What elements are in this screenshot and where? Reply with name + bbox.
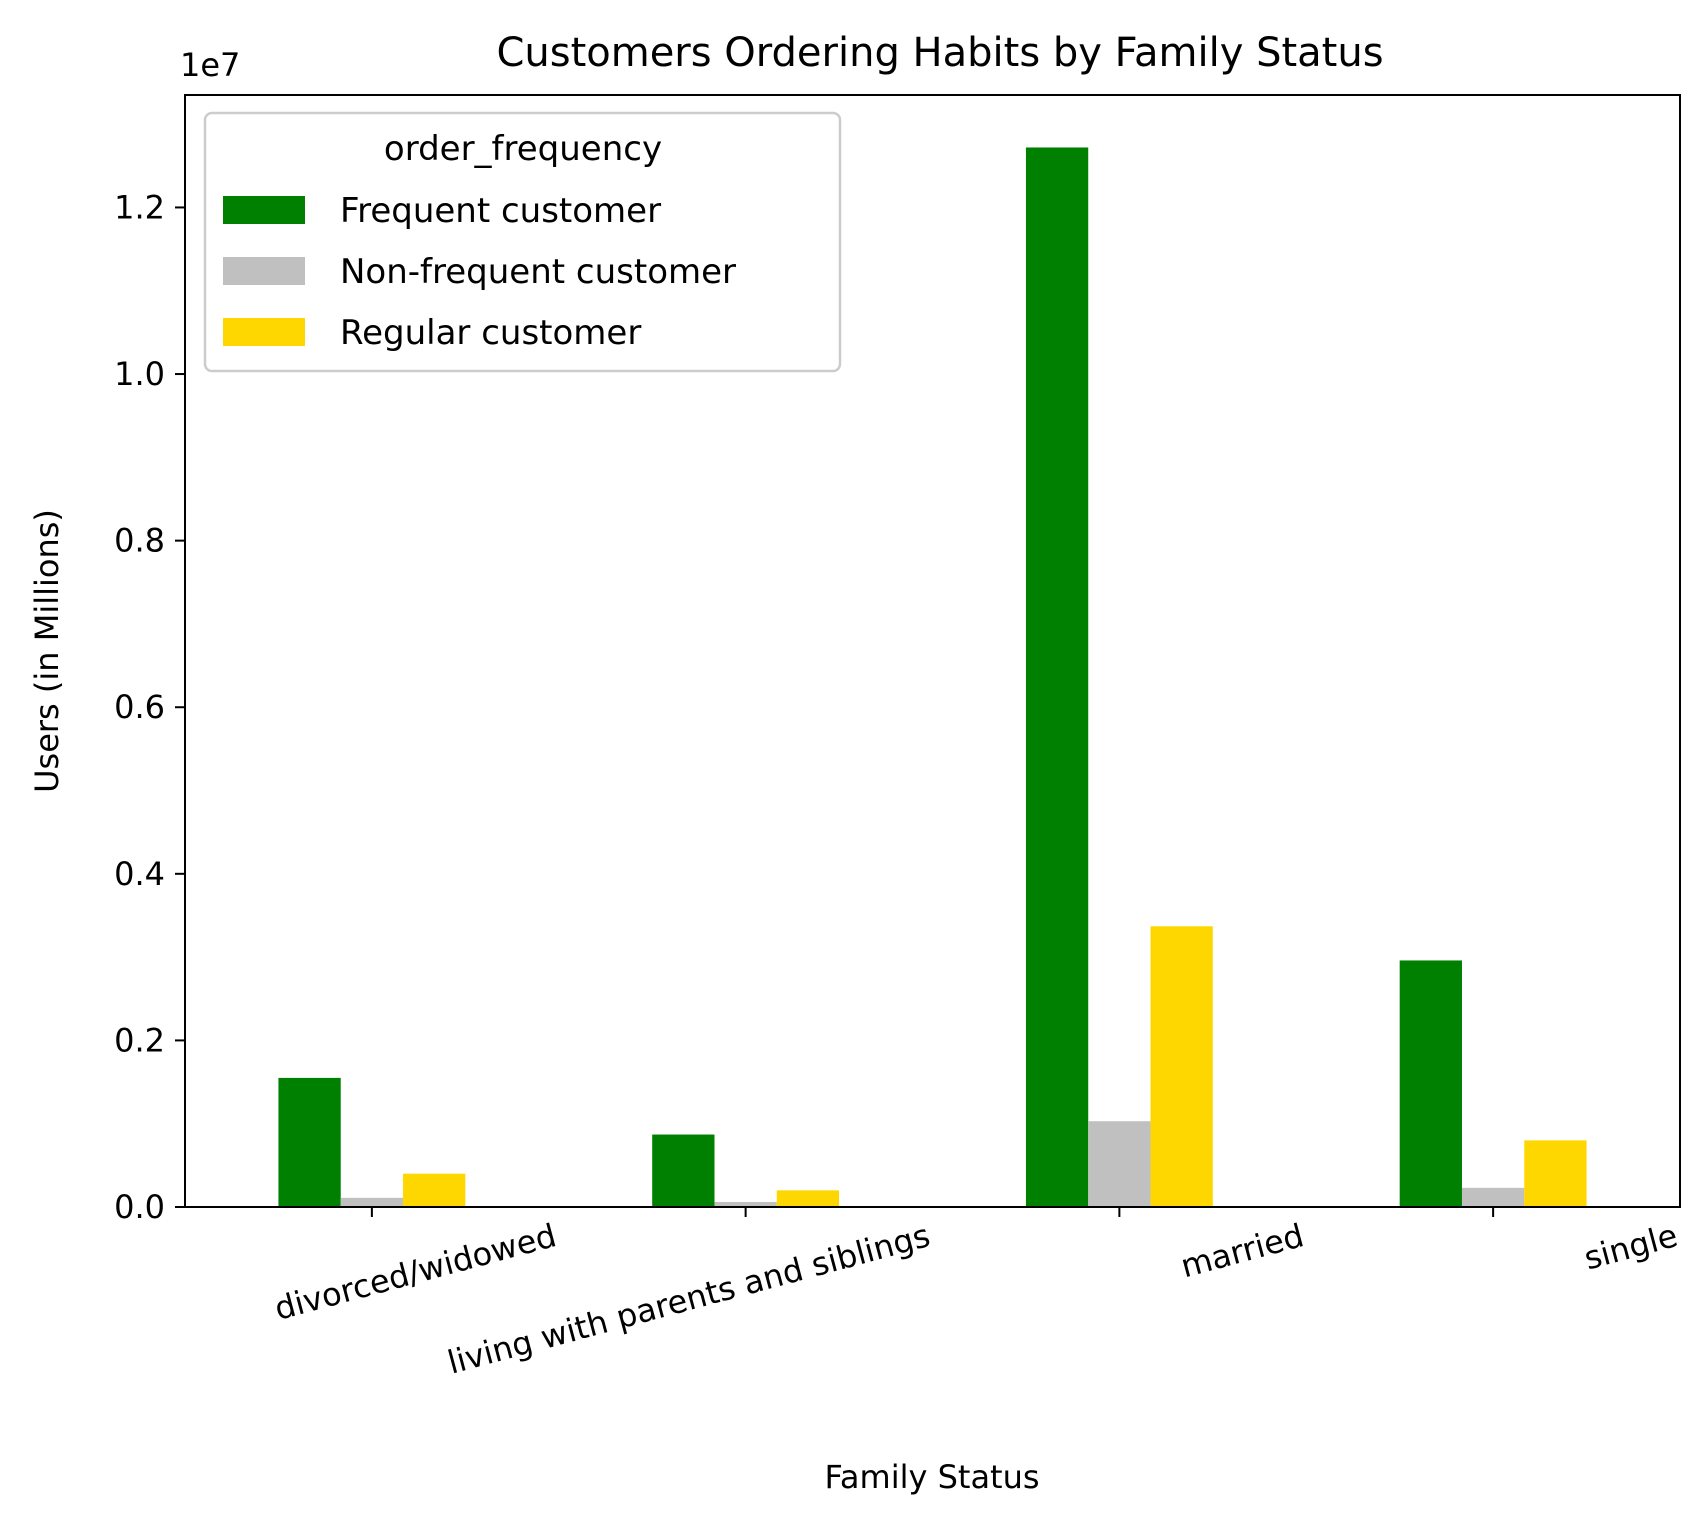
y-tick-label: 1.0 [114, 355, 165, 393]
bar-3-3 [1150, 926, 1213, 1207]
y-tick-label: 0.0 [114, 1188, 165, 1226]
bars-group [278, 147, 1587, 1207]
bar-3-2 [776, 1190, 840, 1207]
legend: order_frequency Frequent customer Non-fre… [203, 111, 842, 373]
plot-frame [184, 94, 1681, 1208]
legend-swatch [223, 257, 305, 285]
bar-1-3 [1025, 147, 1089, 1207]
plot-area [184, 94, 1681, 1208]
legend-label: Non-frequent customer [340, 252, 736, 292]
y-axis-label: Users (in Millions) [28, 509, 66, 793]
y-tick-label: 1.2 [114, 188, 165, 226]
y-tick-label: 0.8 [114, 522, 165, 560]
y-axis: 0.0 0.2 0.4 0.6 0.8 1.0 1.2 [114, 188, 185, 1226]
y-tick-label: 0.2 [114, 1021, 165, 1059]
legend-box [203, 111, 842, 373]
bar-3-1 [403, 1173, 466, 1207]
bar-1-1 [278, 1077, 341, 1207]
legend-title: order_frequency [384, 129, 662, 169]
chart-title: Customers Ordering Habits by Family Stat… [496, 30, 1383, 76]
legend-label: Frequent customer [340, 191, 661, 231]
x-axis-label: Family Status [824, 1458, 1039, 1496]
y-axis-offset-text: 1e7 [180, 46, 240, 84]
y-tick-label: 0.4 [114, 855, 165, 893]
legend-swatch [223, 196, 305, 224]
legend-label: Regular customer [340, 313, 641, 353]
bar-3-4 [1524, 1140, 1587, 1207]
bar-2-4 [1461, 1187, 1525, 1207]
bar-2-2 [714, 1202, 777, 1207]
y-tick-label: 0.6 [114, 688, 165, 726]
bar-1-4 [1399, 960, 1462, 1207]
legend-swatch [223, 318, 305, 346]
bar-2-3 [1088, 1121, 1151, 1207]
legend-items: Frequent customer Non-frequent customer Re… [223, 191, 736, 353]
bar-2-1 [340, 1197, 404, 1207]
bar-1-2 [652, 1134, 715, 1207]
